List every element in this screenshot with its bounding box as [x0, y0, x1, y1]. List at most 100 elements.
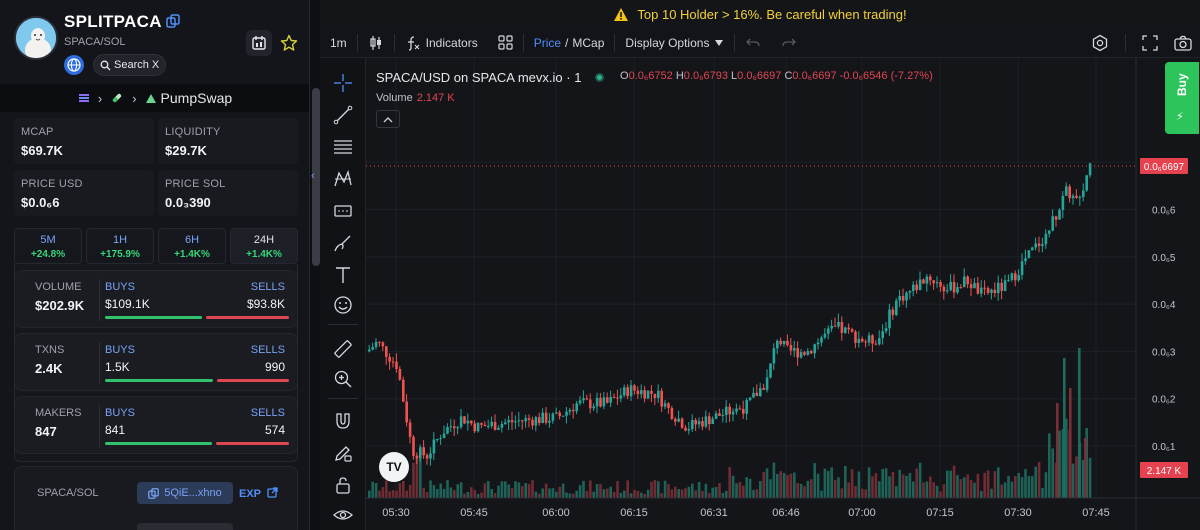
stay-draw-tool[interactable]: [332, 442, 354, 464]
panel-scrollbar[interactable]: [312, 88, 320, 266]
candle-body: [432, 439, 436, 454]
candle-body: [490, 421, 493, 426]
candle-body: [718, 413, 721, 416]
copy-icon[interactable]: [166, 14, 180, 28]
emoji-tool[interactable]: [332, 294, 354, 316]
volume-bar: [922, 482, 925, 498]
candle-body: [779, 340, 782, 345]
tab-6h[interactable]: 6H +1.4K%: [158, 228, 226, 264]
lock-tool[interactable]: [332, 474, 354, 496]
volume-bar: [650, 481, 653, 498]
tab-1h[interactable]: 1H +175.9%: [86, 228, 154, 264]
trendline-tool[interactable]: [332, 104, 354, 126]
route-dex[interactable]: PumpSwap: [145, 90, 232, 106]
chart-canvas[interactable]: 0.0₆70.0₆60.0₆50.0₆40.0₆30.0₆20.0₆105:30…: [366, 58, 1200, 530]
display-options-button[interactable]: Display Options: [615, 28, 734, 58]
layouts-button[interactable]: [488, 28, 523, 58]
crosshair-tool[interactable]: [332, 72, 354, 94]
candle-body: [391, 361, 395, 363]
volume-bar: [738, 481, 742, 498]
text-tool[interactable]: [332, 264, 354, 286]
calendar-button[interactable]: [246, 30, 272, 56]
volume-bar: [453, 490, 456, 498]
volume-bar: [677, 489, 680, 498]
volume-bar: [629, 493, 633, 498]
buy-button[interactable]: Buy ⚡: [1165, 62, 1199, 134]
indicators-button[interactable]: Indicators: [395, 28, 488, 58]
volume-bar: [796, 483, 799, 498]
volume-bar: [725, 490, 728, 498]
volume-bar: [561, 483, 565, 498]
volume-bar: [762, 471, 765, 498]
fib-tool[interactable]: [332, 136, 354, 158]
volume-bar: [861, 488, 864, 498]
volume-bar: [578, 485, 582, 498]
candle-body: [850, 329, 854, 332]
mcap-option[interactable]: MCap: [572, 35, 605, 50]
fullscreen-icon[interactable]: [1142, 35, 1158, 51]
candle-body: [908, 290, 912, 293]
candle-body: [402, 379, 405, 402]
candle-body: [538, 417, 541, 424]
volume-bar: [827, 470, 830, 498]
candle-body: [878, 338, 881, 345]
candle-body: [657, 390, 660, 398]
ruler-tool[interactable]: [332, 338, 354, 360]
candle-body: [772, 348, 776, 364]
visibility-tool[interactable]: [332, 504, 354, 526]
volume-bar: [446, 480, 449, 498]
brush-tool[interactable]: [332, 232, 354, 254]
address-pill-secondary[interactable]: [137, 523, 233, 530]
camera-icon[interactable]: [1174, 35, 1192, 51]
search-x-button[interactable]: Search X: [93, 54, 167, 76]
pencil-lock-icon: [335, 446, 352, 462]
globe-icon[interactable]: [64, 55, 84, 75]
settings-icon[interactable]: [1091, 34, 1109, 52]
volume-bar: [704, 483, 708, 498]
candle-body: [585, 398, 589, 400]
measure-tool[interactable]: [332, 200, 354, 222]
price-chart[interactable]: 0.0₆70.0₆60.0₆50.0₆40.0₆30.0₆20.0₆105:30…: [366, 58, 1200, 530]
tab-24h[interactable]: 24H +1.4K%: [230, 228, 298, 264]
candle-body: [487, 425, 490, 427]
tab-5m[interactable]: 5M +24.8%: [14, 228, 82, 264]
candle-body: [939, 282, 942, 287]
candle-body: [667, 403, 670, 409]
volume-bar: [670, 489, 674, 498]
candle-type-button[interactable]: [358, 28, 394, 58]
price-mcap-toggle[interactable]: Price / MCap: [524, 28, 615, 58]
interval-button[interactable]: 1m: [320, 28, 357, 58]
candle-body: [752, 392, 755, 398]
candle-body: [1078, 196, 1082, 198]
volume-bar: [643, 493, 646, 498]
candle-body: [612, 396, 616, 398]
chart-toolbar: 1m Indicators Price / MCap Display Optio…: [320, 28, 1200, 58]
magnet-tool[interactable]: [332, 410, 354, 432]
candle-body: [619, 395, 623, 399]
undo-button[interactable]: [735, 28, 771, 58]
volume-bar: [918, 462, 922, 498]
buys-label: BUYS: [105, 281, 135, 293]
candle-body: [388, 356, 391, 362]
collapse-panel-icon[interactable]: ‹: [311, 170, 315, 182]
explorer-link[interactable]: EXP: [239, 487, 278, 500]
candle-body: [534, 417, 538, 426]
volume-bar: [759, 480, 762, 498]
candle-body: [1041, 244, 1044, 247]
favorite-button[interactable]: [276, 30, 302, 56]
volume-bar: [959, 479, 963, 498]
collapse-legend-button[interactable]: [376, 110, 400, 128]
address-copy-button[interactable]: 5QiE...xhno: [137, 482, 233, 504]
pattern-tool[interactable]: [332, 168, 354, 190]
lock-icon: [336, 477, 350, 494]
volume-bar: [874, 473, 878, 498]
volume-bar: [1051, 448, 1054, 498]
volume-bar: [1044, 472, 1048, 498]
volume-bar: [837, 477, 840, 498]
candle-body: [653, 393, 657, 398]
address-block: SPACA/SOL 5QiE...xhno EXP: [14, 466, 298, 530]
redo-button[interactable]: [771, 28, 807, 58]
zoom-tool[interactable]: [332, 368, 354, 390]
price-option[interactable]: Price: [533, 35, 562, 50]
tradingview-logo[interactable]: TV: [379, 452, 409, 482]
